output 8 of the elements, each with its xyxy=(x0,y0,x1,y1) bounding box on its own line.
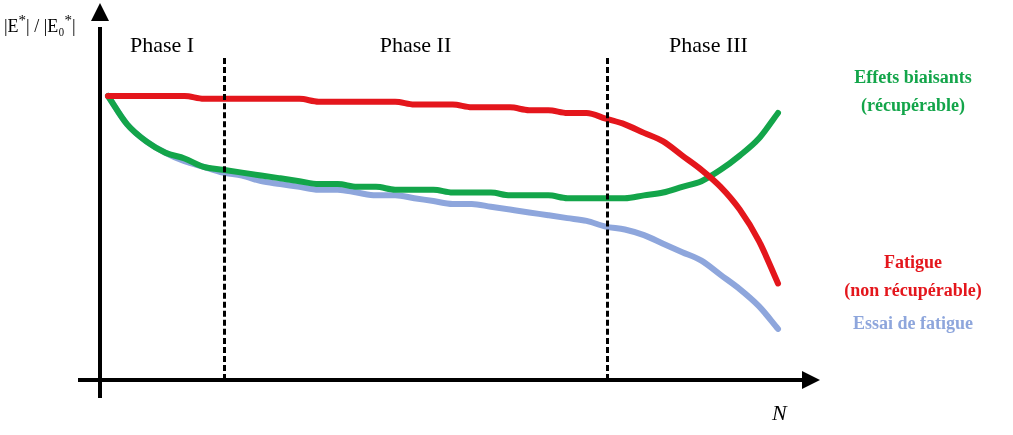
text: Phase II xyxy=(378,32,453,58)
text: Essai de fatigue xyxy=(852,311,974,335)
x-axis-title: N xyxy=(772,400,787,426)
text: Phase I xyxy=(128,32,196,58)
text: Effets biaisants (récupérable) xyxy=(853,66,973,117)
text: Phase III xyxy=(668,32,749,58)
text: Fatigue (non récupérable) xyxy=(843,251,983,303)
y-axis-title: |E$^{*}$| / |E₀$^{*}$| xyxy=(4,12,76,37)
